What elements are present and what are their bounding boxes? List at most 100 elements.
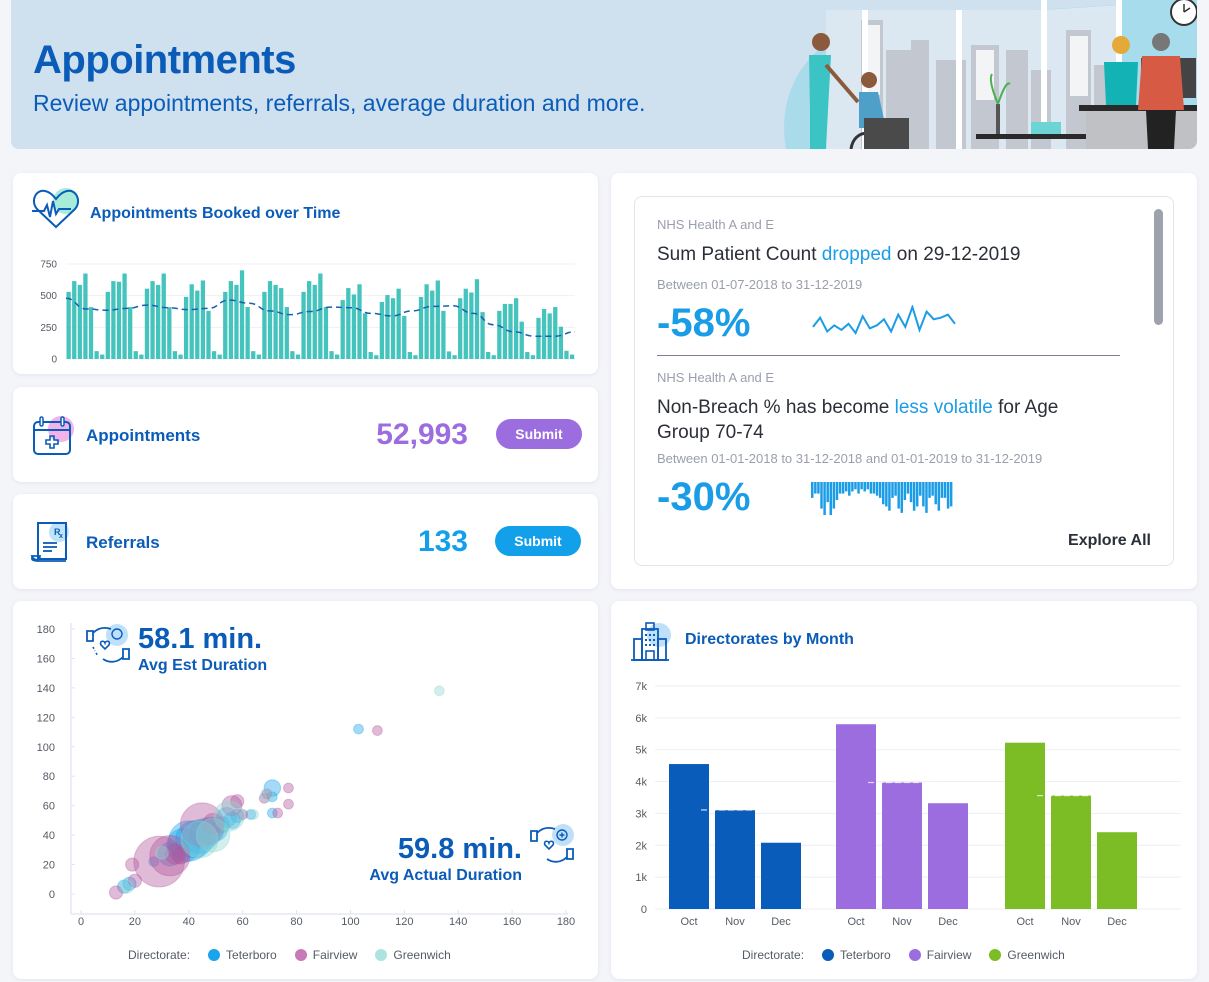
sparkline-bar xyxy=(829,482,833,515)
bar xyxy=(195,290,200,359)
bar xyxy=(558,326,564,359)
scatter-point xyxy=(119,879,134,894)
y-tick-label: 6k xyxy=(635,713,647,725)
bar xyxy=(402,315,407,359)
x-tick-label: 120 xyxy=(395,916,413,928)
bar xyxy=(430,290,435,359)
scatter-point xyxy=(212,816,230,834)
bar-teterboro-dec xyxy=(761,842,801,909)
x-tick-label: Nov xyxy=(892,916,912,928)
legend-item-fairview[interactable]: Fairview xyxy=(908,948,971,962)
y-tick-label: 20 xyxy=(43,860,55,872)
insight-date-range: Between 01-07-2018 to 31-12-2019 xyxy=(657,277,863,292)
referrals-count: 133 xyxy=(417,525,468,558)
heart-pulse-icon xyxy=(32,188,79,229)
scatter-point xyxy=(202,812,224,834)
sparkline-bar xyxy=(823,482,826,515)
referrals-submit-button[interactable]: Submit xyxy=(495,526,581,556)
bar xyxy=(128,307,133,359)
x-tick-label: Nov xyxy=(725,916,745,928)
bar xyxy=(519,321,524,359)
bar-fairview-nov xyxy=(882,782,922,909)
y-tick-label: 180 xyxy=(37,624,55,636)
legend-item-fairview[interactable]: Fairview xyxy=(294,948,357,962)
insights-scrollbar[interactable] xyxy=(1154,209,1163,325)
appointments-submit-button[interactable]: Submit xyxy=(496,419,582,449)
avg-est-duration-label: Avg Est Duration xyxy=(138,657,268,674)
legend-item-teterboro[interactable]: Teterboro xyxy=(822,948,891,962)
scatter-point xyxy=(195,817,231,853)
bar xyxy=(536,317,541,359)
bar xyxy=(290,351,295,359)
legend-item-greenwich[interactable]: Greenwich xyxy=(375,948,451,962)
bar xyxy=(301,291,306,359)
bar xyxy=(569,354,575,359)
bar xyxy=(379,302,385,359)
sparkline-bar xyxy=(915,482,919,507)
svg-text:x: x xyxy=(59,533,63,540)
bar xyxy=(491,355,496,359)
y-tick-label: 160 xyxy=(37,653,55,665)
sparkline-bar xyxy=(835,482,839,500)
scatter-point xyxy=(117,879,132,894)
sparkline-bar xyxy=(851,482,854,492)
sparkline-bar xyxy=(878,482,882,498)
page-title: Appointments xyxy=(33,38,296,82)
legend-dot xyxy=(908,949,921,961)
legend-label: Teterboro xyxy=(840,948,891,962)
y-tick-label: 0 xyxy=(51,355,57,366)
sparkline-bar xyxy=(826,482,829,503)
appointments-bar-chart: 0 250 500 750 xyxy=(40,260,576,366)
legend-item-greenwich[interactable]: Greenwich xyxy=(989,948,1065,962)
bar xyxy=(279,288,284,359)
bar xyxy=(228,281,234,359)
scatter-point xyxy=(259,788,275,803)
x-tick-label: Dec xyxy=(771,916,791,928)
bar xyxy=(172,351,178,359)
insights-panel[interactable]: NHS Health A and E Sum Patient Count dro… xyxy=(634,196,1174,566)
explore-all-link[interactable]: Explore All xyxy=(1068,532,1151,549)
scatter-legend: Directorate: Teterboro Fairview Greenwic… xyxy=(128,948,451,962)
y-tick-label: 500 xyxy=(40,291,57,302)
sparkline-bar xyxy=(900,482,904,513)
scatter-point xyxy=(213,800,245,832)
bar xyxy=(340,300,345,359)
sparkline-bar xyxy=(882,482,885,505)
y-tick-label: 1k xyxy=(635,872,647,884)
y-tick-label: 7k xyxy=(635,681,647,693)
legend-label: Teterboro xyxy=(226,948,277,962)
bar-fairview-dec xyxy=(928,803,968,909)
trend-line xyxy=(65,297,576,337)
headline-highlight: less volatile xyxy=(894,397,993,418)
bar xyxy=(346,288,351,359)
scatter-point xyxy=(122,876,137,891)
scatter-point xyxy=(221,795,243,817)
bar xyxy=(385,295,390,359)
legend-dot xyxy=(294,949,307,961)
bar xyxy=(66,291,71,359)
sparkline-bar xyxy=(875,482,879,496)
sparkline-bar xyxy=(854,482,857,490)
headline-text: Sum Patient Count xyxy=(657,244,822,265)
x-tick-label: 0 xyxy=(78,916,84,928)
sparkline-bar xyxy=(814,482,817,494)
legend-item-teterboro[interactable]: Teterboro xyxy=(208,948,277,962)
bar xyxy=(502,303,508,359)
headline-text: on 29-12-2019 xyxy=(891,244,1021,265)
insight-percent: -58% xyxy=(657,301,751,345)
bar-greenwich-nov xyxy=(1051,795,1091,909)
insight-date-range: Between 01-01-2018 to 31-12-2018 and 01-… xyxy=(657,451,1043,466)
scatter-point xyxy=(223,811,241,830)
sparkline-path xyxy=(812,305,956,335)
sparkline-bar xyxy=(820,482,823,509)
scatter-point xyxy=(164,843,186,865)
scatter-point xyxy=(433,685,445,697)
bar xyxy=(111,281,116,359)
bar xyxy=(469,292,474,359)
bar xyxy=(234,284,239,359)
x-tick-label: Nov xyxy=(1061,916,1081,928)
bar xyxy=(217,354,222,359)
bar xyxy=(256,354,261,359)
scatter-point xyxy=(371,725,383,736)
scatter-point xyxy=(171,846,190,865)
